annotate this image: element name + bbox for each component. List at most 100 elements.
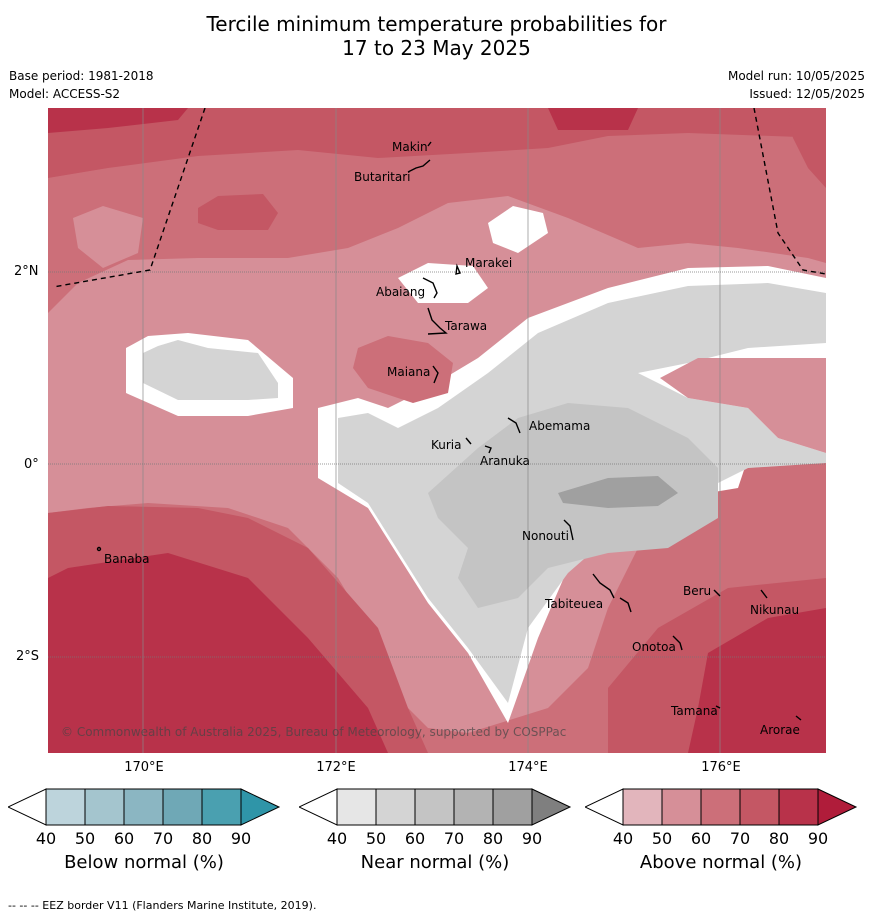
title-line-1: Tercile minimum temperature probabilitie… (206, 12, 667, 36)
model-name: Model: ACCESS-S2 (9, 87, 121, 101)
label-abemama: Abemama (529, 419, 590, 433)
island-abaiang (422, 277, 438, 299)
lon-label-170: 170°E (124, 760, 164, 775)
label-marakei: Marakei (465, 256, 512, 270)
island-makin (427, 141, 432, 147)
label-nikunau: Nikunau (750, 603, 799, 617)
label-tamana: Tamana (670, 704, 718, 718)
zone-above-70-s (528, 688, 608, 753)
colorbar-near-swatch-2 (414, 788, 455, 826)
zone-above-80-north (48, 108, 826, 178)
island-nonouti (563, 519, 574, 541)
colorbar-below-tick: 80 (191, 829, 213, 848)
island-tarawa (427, 307, 448, 335)
label-beru: Beru (683, 584, 711, 598)
zone-above-90-sw (48, 553, 388, 753)
probability-map: Makin Butaritari Marakei Abaiang Tarawa … (48, 108, 826, 753)
colorbar-near-swatch-3 (453, 788, 494, 826)
label-arorae: Arorae (760, 723, 800, 737)
zone-above-90-north (48, 108, 188, 133)
colorbar-above-tick: 80 (768, 829, 790, 848)
meta-right: Model run: 10/05/2025 Issued: 12/05/2025 (728, 67, 865, 103)
island-beru (713, 589, 721, 597)
zone-above-80-ne (788, 108, 826, 188)
colorbar-near-swatch-4 (492, 788, 533, 826)
colorbar-above-max-arrow (817, 788, 858, 826)
colorbar-below-tick: 90 (230, 829, 252, 848)
colorbar-below-swatch-1 (84, 788, 125, 826)
colorbar-near-tick: 60 (404, 829, 426, 848)
zone-above-50-se (660, 358, 826, 453)
colorbar-below-title: Below normal (%) (64, 852, 224, 873)
lon-label-172: 172°E (316, 760, 356, 775)
base-period: Base period: 1981-2018 (9, 69, 154, 83)
colorbar-above-swatch-4 (778, 788, 819, 826)
label-butaritari: Butaritari (354, 170, 411, 184)
island-butaritari (407, 159, 431, 173)
lat-label-2s: 2°S (16, 649, 40, 664)
colorbar-above-min-arrow (583, 788, 624, 826)
colorbar-below-swatch-2 (123, 788, 164, 826)
colorbar-near-swatch-0 (336, 788, 377, 826)
zone-near-50-west (143, 340, 278, 400)
lat-label-2n: 2°N (14, 264, 39, 279)
island-maiana (432, 365, 439, 384)
label-abaiang: Abaiang (376, 285, 425, 299)
colorbar-above-title: Above normal (%) (639, 852, 803, 873)
colorbar-above-tick: 40 (612, 829, 634, 848)
zone-near-40-north2 (488, 206, 548, 253)
colorbar-below-max-arrow (240, 788, 281, 826)
colorbar-near-min-arrow (297, 788, 338, 826)
label-tabiteuea: Tabiteuea (544, 597, 603, 611)
colorbar-below-tick: 50 (74, 829, 96, 848)
meta-left: Base period: 1981-2018 Model: ACCESS-S2 (9, 67, 154, 103)
title-line-2: 17 to 23 May 2025 (342, 36, 531, 60)
island-tabiteuea (592, 573, 615, 599)
colorbar-near-tick: 70 (443, 829, 465, 848)
colorbar-above-tick: 70 (729, 829, 751, 848)
colorbar-near-tick: 90 (521, 829, 543, 848)
colorbar-below-swatch-4 (201, 788, 242, 826)
label-onotoa: Onotoa (632, 640, 676, 654)
island-marakei (455, 263, 461, 275)
island-abemama (507, 417, 521, 434)
colorbar-above-swatch-3 (739, 788, 780, 826)
colorbar-near-title: Near normal (%) (360, 852, 510, 873)
colorbar-below-tick: 40 (35, 829, 57, 848)
zone-above-60-maiana (353, 336, 453, 403)
colorbar-near-tick: 50 (365, 829, 387, 848)
colorbar-near-svg (297, 788, 572, 826)
island-kuria (465, 437, 472, 445)
zone-above-90-nmid (548, 108, 638, 130)
model-run: Model run: 10/05/2025 (727, 69, 865, 83)
label-banaba: Banaba (104, 552, 150, 566)
lat-label-0: 0° (24, 457, 39, 472)
colorbar-above-svg (583, 788, 858, 826)
colorbar-above-tick: 60 (690, 829, 712, 848)
zone-near-70 (558, 476, 678, 508)
zone-near-40-north (398, 263, 488, 303)
colorbar-near-swatch-1 (375, 788, 416, 826)
island-onotoa (672, 635, 683, 651)
colorbar-above-swatch-0 (622, 788, 663, 826)
copyright-watermark: © Commonwealth of Australia 2025, Bureau… (61, 725, 566, 739)
colorbar-below (6, 786, 283, 832)
zone-above-90-se (688, 608, 826, 753)
label-makin: Makin (392, 140, 428, 154)
island-nikunau (760, 589, 768, 599)
colorbar-above-tick: 50 (651, 829, 673, 848)
island-tamana (715, 705, 721, 709)
island-arorae (795, 715, 802, 721)
label-aranuka: Aranuka (480, 454, 530, 468)
colorbar-near-max-arrow (531, 788, 572, 826)
label-tarawa: Tarawa (444, 319, 487, 333)
island-tabiteuea-s (619, 597, 632, 613)
map-svg: Makin Butaritari Marakei Abaiang Tarawa … (48, 108, 826, 753)
colorbar-near-tick: 80 (482, 829, 504, 848)
colorbar-near (297, 786, 574, 832)
colorbar-below-swatch-3 (162, 788, 203, 826)
zone-near-60 (428, 403, 718, 608)
colorbar-below-tick: 70 (152, 829, 174, 848)
island-outlines (96, 141, 802, 721)
eez-border-east (753, 108, 826, 275)
